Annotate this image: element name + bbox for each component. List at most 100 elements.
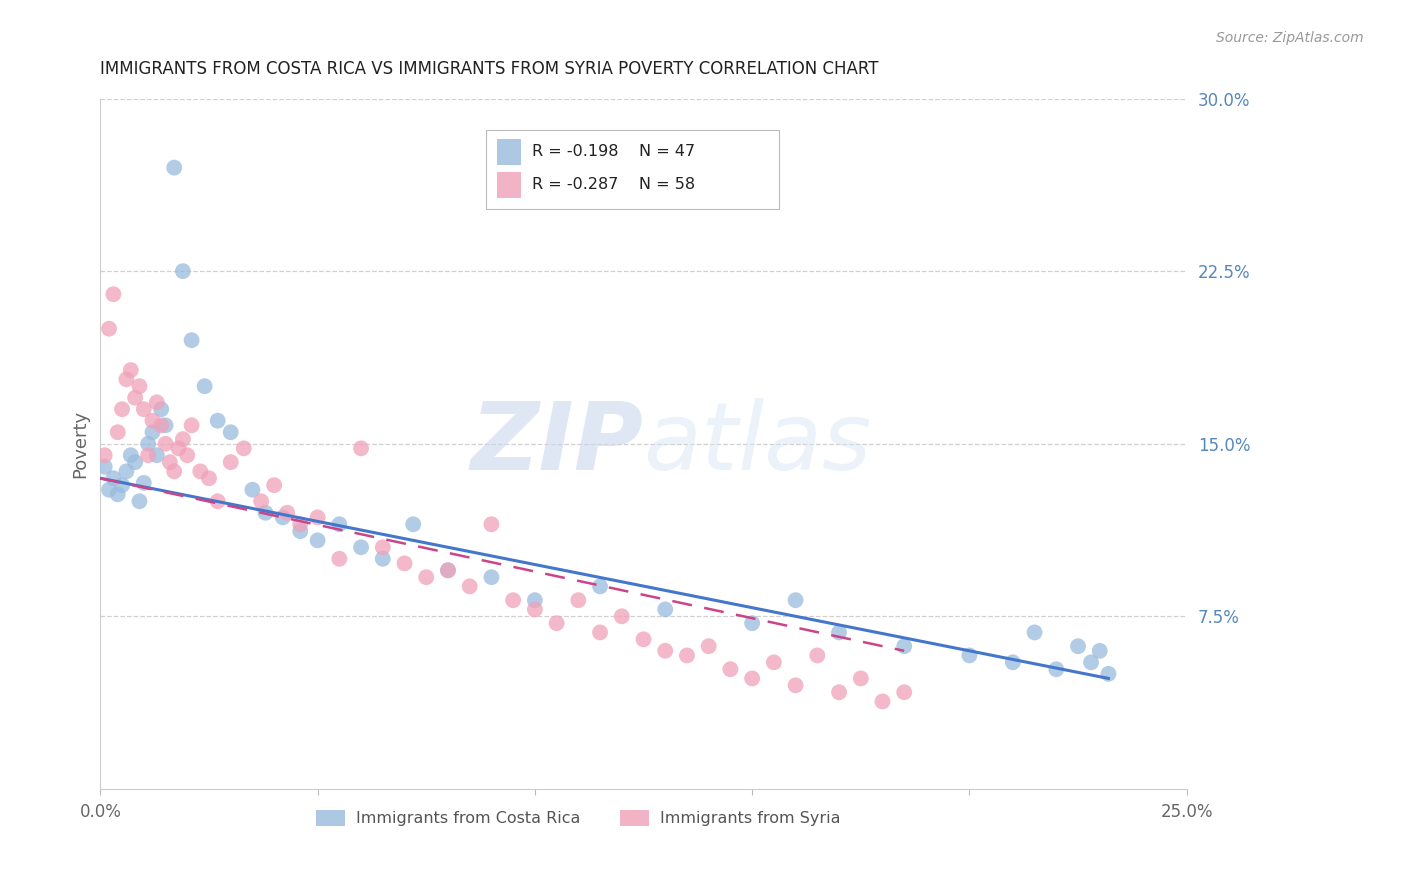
Point: [307, 510, 329, 524]
Point: [128, 494, 150, 508]
Point: [167, 442, 190, 456]
Point: [276, 506, 298, 520]
Point: [271, 510, 294, 524]
Point: [124, 391, 146, 405]
Point: [159, 455, 181, 469]
Point: [250, 494, 273, 508]
Point: [402, 517, 425, 532]
Text: atlas: atlas: [644, 398, 872, 489]
Point: [120, 448, 142, 462]
Point: [136, 436, 159, 450]
Point: [103, 287, 125, 301]
Point: [132, 402, 155, 417]
Point: [872, 694, 894, 708]
Point: [589, 625, 612, 640]
Point: [107, 425, 129, 440]
Point: [957, 648, 980, 663]
Point: [654, 644, 676, 658]
Point: [219, 425, 242, 440]
Point: [242, 483, 264, 497]
Point: [188, 464, 211, 478]
Point: [254, 506, 277, 520]
Point: [172, 432, 194, 446]
Point: [93, 448, 115, 462]
Point: [458, 579, 481, 593]
Point: [115, 464, 138, 478]
Point: [111, 402, 134, 417]
Point: [610, 609, 633, 624]
Point: [132, 475, 155, 490]
Point: [150, 418, 173, 433]
Point: [163, 464, 186, 478]
FancyBboxPatch shape: [496, 172, 520, 198]
Point: [394, 557, 416, 571]
Legend: Immigrants from Costa Rica, Immigrants from Syria: Immigrants from Costa Rica, Immigrants f…: [309, 804, 846, 832]
Point: [697, 639, 720, 653]
Text: R = -0.198    N = 47: R = -0.198 N = 47: [531, 145, 695, 160]
Point: [290, 517, 312, 532]
Point: [741, 616, 763, 631]
Point: [546, 616, 568, 631]
Point: [155, 436, 177, 450]
Point: [676, 648, 699, 663]
Point: [176, 448, 198, 462]
Point: [762, 656, 785, 670]
Point: [115, 372, 138, 386]
Point: [107, 487, 129, 501]
Point: [172, 264, 194, 278]
Point: [207, 494, 229, 508]
Point: [828, 685, 851, 699]
Point: [741, 672, 763, 686]
Point: [111, 478, 134, 492]
Point: [437, 563, 460, 577]
Point: [371, 541, 394, 555]
Text: ZIP: ZIP: [471, 398, 644, 490]
Y-axis label: Poverty: Poverty: [72, 409, 89, 478]
Point: [98, 321, 121, 335]
Point: [328, 551, 350, 566]
Point: [1097, 666, 1119, 681]
Point: [785, 593, 807, 607]
Point: [633, 632, 655, 647]
Point: [146, 448, 169, 462]
Point: [136, 448, 159, 462]
Point: [893, 639, 915, 653]
Point: [371, 551, 394, 566]
Point: [828, 625, 851, 640]
Point: [849, 672, 872, 686]
Point: [219, 455, 242, 469]
Point: [437, 563, 460, 577]
Point: [290, 524, 312, 538]
Point: [198, 471, 221, 485]
Point: [523, 593, 546, 607]
Point: [93, 459, 115, 474]
Point: [180, 418, 202, 433]
Point: [146, 395, 169, 409]
Point: [155, 418, 177, 433]
Point: [1088, 644, 1111, 658]
Point: [654, 602, 676, 616]
Point: [718, 662, 741, 676]
Point: [207, 414, 229, 428]
Point: [141, 414, 163, 428]
Point: [785, 678, 807, 692]
Point: [1067, 639, 1090, 653]
Point: [523, 602, 546, 616]
Point: [1024, 625, 1046, 640]
Point: [328, 517, 350, 532]
Point: [1001, 656, 1024, 670]
Text: R = -0.287    N = 58: R = -0.287 N = 58: [531, 178, 695, 193]
Text: Source: ZipAtlas.com: Source: ZipAtlas.com: [1216, 31, 1364, 45]
Point: [589, 579, 612, 593]
FancyBboxPatch shape: [496, 138, 520, 165]
FancyBboxPatch shape: [486, 129, 779, 209]
Point: [481, 570, 503, 584]
Point: [163, 161, 186, 175]
Point: [98, 483, 121, 497]
Point: [350, 442, 373, 456]
Point: [180, 333, 202, 347]
Point: [1080, 656, 1102, 670]
Point: [415, 570, 437, 584]
Point: [120, 363, 142, 377]
Point: [232, 442, 254, 456]
